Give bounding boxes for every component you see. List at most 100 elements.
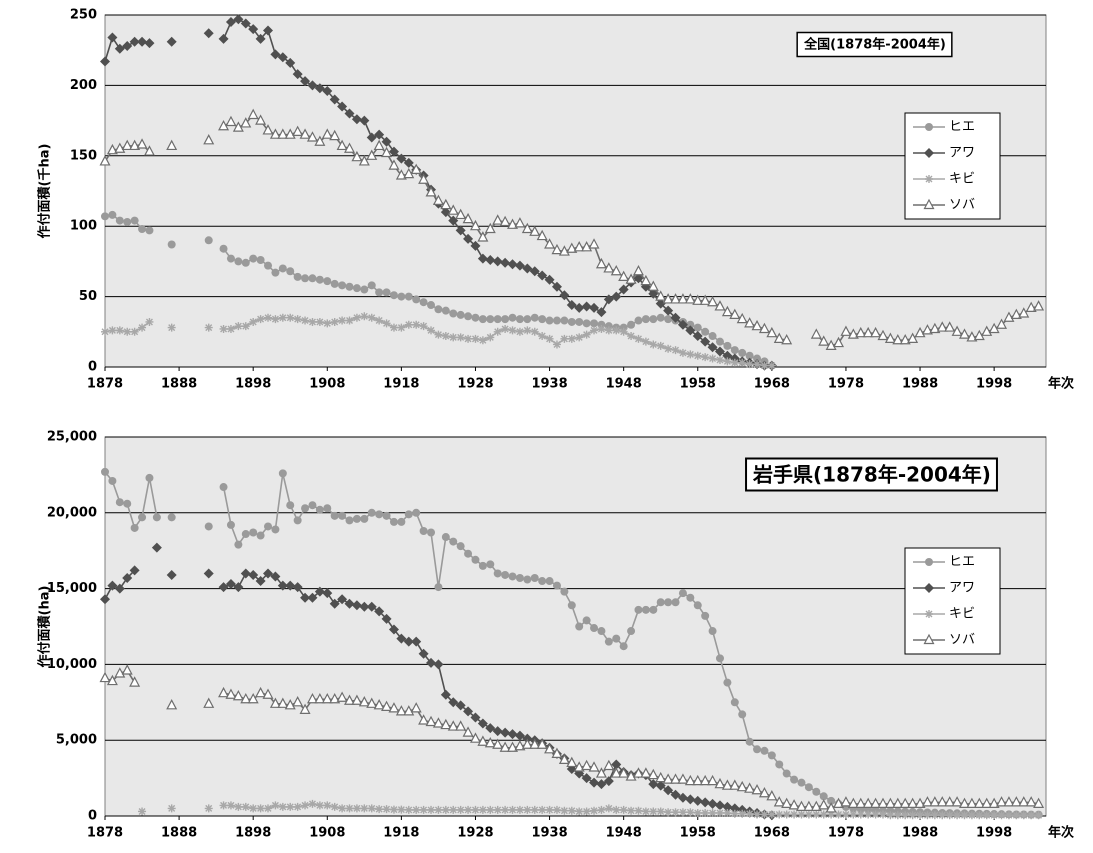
marker [760,746,769,755]
marker [714,300,726,311]
x-tick-label: 1908 [309,377,345,392]
marker [700,797,711,808]
marker [306,131,318,142]
marker [240,18,251,29]
marker [129,36,140,47]
marker [321,128,333,139]
marker [375,316,384,325]
marker [501,315,510,324]
marker [521,222,533,234]
x-tick-label: 1968 [754,826,790,841]
marker [477,253,488,264]
legend-label: ソバ [949,633,975,648]
marker [247,108,259,120]
marker [552,581,561,590]
marker [337,594,348,605]
marker [145,317,154,326]
marker [508,572,517,581]
marker [855,326,867,338]
marker [877,797,889,808]
marker [396,633,407,644]
marker [375,805,384,814]
marker [878,810,887,819]
marker [632,264,644,276]
marker [484,736,496,748]
marker [996,796,1008,807]
marker [738,710,747,719]
marker [870,797,882,808]
marker [507,218,519,229]
marker [114,583,125,594]
marker [729,308,741,320]
x-tick-label: 1988 [902,826,938,841]
marker [544,274,555,285]
marker [218,686,230,698]
marker [1004,811,1013,820]
marker [619,642,628,651]
marker [812,810,821,819]
marker [388,624,399,635]
marker [552,340,561,349]
marker [225,688,237,699]
marker [345,316,354,325]
marker [469,219,481,231]
marker [471,313,480,322]
marker [440,198,452,210]
marker [455,700,466,711]
marker [284,128,296,139]
marker [884,797,896,808]
marker [507,729,518,740]
marker [478,561,487,570]
marker [367,508,376,517]
x-tick-label: 1978 [828,826,864,841]
y-tick-label: 250 [70,8,97,23]
x-tick-label: 1988 [902,377,938,392]
marker [256,255,265,264]
marker [951,325,963,336]
marker [115,326,124,335]
marker [753,810,762,819]
marker [403,636,414,647]
marker [225,579,236,590]
x-tick-label: 1918 [383,377,419,392]
marker [921,796,933,807]
chart-title: 全国(1878年-2004年) [803,37,946,53]
marker [744,317,756,328]
marker [441,306,450,315]
marker [338,281,347,290]
marker [381,700,393,711]
marker [582,319,591,328]
marker [434,805,443,814]
marker [924,583,934,593]
marker [278,264,287,273]
marker [753,354,762,363]
x-tick-label: 1958 [680,377,716,392]
marker [975,811,984,820]
marker [477,735,489,746]
marker [797,778,806,787]
marker [486,805,495,814]
marker [359,115,370,126]
marker [612,326,621,335]
marker [344,694,356,705]
marker [775,760,784,769]
marker [981,325,993,336]
marker [944,321,956,332]
marker [812,787,821,796]
marker [411,636,422,647]
marker [412,295,421,304]
x-tick-label: 1878 [87,377,123,392]
marker [730,698,739,707]
marker [692,294,704,305]
marker [930,811,939,820]
marker [425,186,437,197]
marker [529,225,541,236]
marker [314,586,325,597]
marker [456,542,465,551]
marker [558,753,570,765]
marker [825,339,837,350]
x-axis-label: 年次 [1048,376,1074,392]
marker [336,691,348,702]
marker [286,501,295,510]
marker [492,214,504,225]
